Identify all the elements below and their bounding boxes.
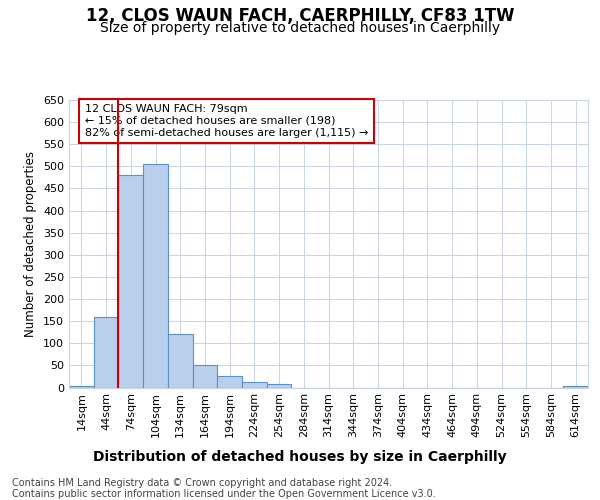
Bar (267, 384, 292, 388)
Text: Contains public sector information licensed under the Open Government Licence v3: Contains public sector information licen… (12, 489, 436, 499)
Text: Contains HM Land Registry data © Crown copyright and database right 2024.: Contains HM Land Registry data © Crown c… (12, 478, 392, 488)
Bar (143, 164, 168, 388)
Bar (69, 386, 94, 388)
Bar (94, 316, 118, 388)
Text: 12 CLOS WAUN FACH: 79sqm
← 15% of detached houses are smaller (198)
82% of semi-: 12 CLOS WAUN FACH: 79sqm ← 15% of detach… (85, 104, 368, 138)
Bar (242, 382, 267, 388)
Bar (193, 366, 217, 388)
Text: Size of property relative to detached houses in Caerphilly: Size of property relative to detached ho… (100, 21, 500, 35)
Bar (118, 175, 143, 388)
Text: 12, CLOS WAUN FACH, CAERPHILLY, CF83 1TW: 12, CLOS WAUN FACH, CAERPHILLY, CF83 1TW (86, 8, 514, 26)
Bar (563, 386, 588, 388)
Bar (217, 376, 242, 388)
Text: Distribution of detached houses by size in Caerphilly: Distribution of detached houses by size … (93, 450, 507, 464)
Bar (168, 334, 193, 388)
Y-axis label: Number of detached properties: Number of detached properties (25, 151, 37, 337)
